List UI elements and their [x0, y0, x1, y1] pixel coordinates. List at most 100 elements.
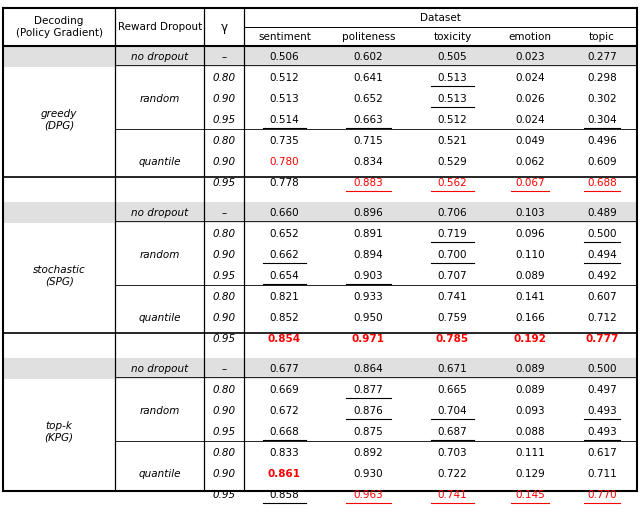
Text: Dataset: Dataset — [420, 13, 461, 23]
Text: 0.80: 0.80 — [212, 448, 236, 458]
Text: 0.90: 0.90 — [212, 406, 236, 416]
Text: 0.80: 0.80 — [212, 73, 236, 83]
Text: 0.026: 0.026 — [515, 94, 545, 104]
Text: 0.703: 0.703 — [438, 448, 467, 458]
Text: 0.492: 0.492 — [587, 271, 617, 281]
Text: 0.95: 0.95 — [212, 491, 236, 500]
Text: 0.90: 0.90 — [212, 94, 236, 104]
Text: 0.641: 0.641 — [353, 73, 383, 83]
Bar — [3, 46, 637, 67]
Text: 0.80: 0.80 — [212, 292, 236, 302]
Text: 0.777: 0.777 — [586, 335, 619, 344]
Text: 0.875: 0.875 — [353, 427, 383, 437]
Text: toxicity: toxicity — [433, 32, 472, 42]
Text: 0.298: 0.298 — [587, 73, 617, 83]
Text: politeness: politeness — [342, 32, 395, 42]
Text: 0.129: 0.129 — [515, 470, 545, 479]
Text: no dropout: no dropout — [131, 364, 188, 374]
Text: 0.192: 0.192 — [514, 335, 547, 344]
Text: 0.602: 0.602 — [353, 52, 383, 62]
Text: 0.971: 0.971 — [352, 335, 385, 344]
Text: 0.706: 0.706 — [438, 208, 467, 218]
Text: 0.089: 0.089 — [515, 364, 545, 374]
Text: 0.722: 0.722 — [438, 470, 467, 479]
Text: 0.145: 0.145 — [515, 491, 545, 500]
Text: 0.95: 0.95 — [212, 427, 236, 437]
Text: top-k
(KPG): top-k (KPG) — [45, 422, 74, 443]
Text: 0.505: 0.505 — [438, 52, 467, 62]
Text: 0.500: 0.500 — [588, 364, 617, 374]
Text: 0.854: 0.854 — [268, 335, 301, 344]
Text: 0.877: 0.877 — [353, 385, 383, 395]
Text: 0.513: 0.513 — [438, 73, 467, 83]
Text: 0.90: 0.90 — [212, 158, 236, 167]
Text: 0.103: 0.103 — [515, 208, 545, 218]
Text: 0.704: 0.704 — [438, 406, 467, 416]
Text: 0.700: 0.700 — [438, 250, 467, 260]
Text: 0.110: 0.110 — [515, 250, 545, 260]
Text: 0.088: 0.088 — [515, 427, 545, 437]
Text: 0.833: 0.833 — [269, 448, 300, 458]
Text: 0.496: 0.496 — [587, 136, 617, 146]
Text: 0.493: 0.493 — [587, 427, 617, 437]
Text: 0.493: 0.493 — [587, 406, 617, 416]
Text: 0.652: 0.652 — [269, 229, 300, 239]
Text: 0.780: 0.780 — [269, 158, 300, 167]
Text: 0.894: 0.894 — [353, 250, 383, 260]
Text: 0.719: 0.719 — [438, 229, 467, 239]
Text: 0.90: 0.90 — [212, 314, 236, 323]
Text: random: random — [140, 94, 180, 104]
Text: 0.663: 0.663 — [353, 115, 383, 125]
Text: γ: γ — [220, 21, 228, 34]
Text: –: – — [221, 52, 227, 62]
Text: 0.80: 0.80 — [212, 229, 236, 239]
Text: 0.930: 0.930 — [353, 470, 383, 479]
Text: 0.529: 0.529 — [438, 158, 467, 167]
Text: 0.821: 0.821 — [269, 292, 300, 302]
Text: 0.024: 0.024 — [515, 73, 545, 83]
Text: 0.95: 0.95 — [212, 335, 236, 344]
Text: 0.834: 0.834 — [353, 158, 383, 167]
Text: 0.688: 0.688 — [587, 179, 617, 188]
Text: 0.096: 0.096 — [515, 229, 545, 239]
Text: 0.512: 0.512 — [269, 73, 300, 83]
Text: Reward Dropout: Reward Dropout — [118, 22, 202, 32]
Text: 0.770: 0.770 — [588, 491, 617, 500]
Text: 0.500: 0.500 — [588, 229, 617, 239]
Text: 0.892: 0.892 — [353, 448, 383, 458]
Text: 0.778: 0.778 — [269, 179, 300, 188]
Text: 0.049: 0.049 — [515, 136, 545, 146]
Text: 0.896: 0.896 — [353, 208, 383, 218]
Text: no dropout: no dropout — [131, 208, 188, 218]
Text: 0.512: 0.512 — [438, 115, 467, 125]
Text: –: – — [221, 364, 227, 374]
Text: 0.277: 0.277 — [587, 52, 617, 62]
Text: 0.861: 0.861 — [268, 470, 301, 479]
Text: emotion: emotion — [509, 32, 552, 42]
Text: 0.023: 0.023 — [515, 52, 545, 62]
Text: 0.671: 0.671 — [438, 364, 467, 374]
Text: 0.672: 0.672 — [269, 406, 300, 416]
Text: 0.785: 0.785 — [436, 335, 469, 344]
Text: no dropout: no dropout — [131, 52, 188, 62]
Text: 0.497: 0.497 — [587, 385, 617, 395]
Text: 0.654: 0.654 — [269, 271, 300, 281]
Text: sentiment: sentiment — [258, 32, 311, 42]
Text: 0.741: 0.741 — [438, 292, 467, 302]
Text: 0.166: 0.166 — [515, 314, 545, 323]
Text: 0.662: 0.662 — [269, 250, 300, 260]
Text: 0.741: 0.741 — [438, 491, 467, 500]
Text: greedy
(DPG): greedy (DPG) — [41, 110, 77, 131]
Text: 0.024: 0.024 — [515, 115, 545, 125]
Text: 0.141: 0.141 — [515, 292, 545, 302]
Text: 0.302: 0.302 — [588, 94, 617, 104]
Text: 0.304: 0.304 — [588, 115, 617, 125]
Text: 0.95: 0.95 — [212, 271, 236, 281]
Text: 0.759: 0.759 — [438, 314, 467, 323]
Text: 0.90: 0.90 — [212, 470, 236, 479]
Text: 0.95: 0.95 — [212, 115, 236, 125]
Text: 0.609: 0.609 — [588, 158, 617, 167]
Text: 0.494: 0.494 — [587, 250, 617, 260]
Text: quantile: quantile — [138, 314, 181, 323]
Text: 0.963: 0.963 — [353, 491, 383, 500]
